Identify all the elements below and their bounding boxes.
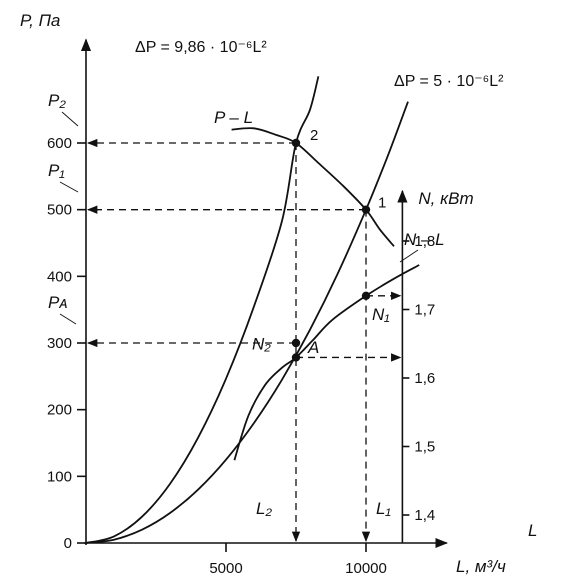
x-axis-title: L, м³/ч xyxy=(456,557,506,576)
curve-network-2 xyxy=(85,101,409,544)
curve-fan-pressure xyxy=(231,127,395,247)
y-right-tick-label: 1,6 xyxy=(414,370,435,387)
leader-p1 xyxy=(59,181,79,193)
y-left-tick-label: 100 xyxy=(47,468,72,485)
annotation-pa: Pᴀ xyxy=(48,293,68,312)
y-left-tick-label: 200 xyxy=(47,402,72,419)
x-tick-label: 5000 xyxy=(209,560,242,577)
y-left-tick-label: 400 xyxy=(47,268,72,285)
y-left-tick-label: 300 xyxy=(47,335,72,352)
curve-group xyxy=(85,76,420,544)
y-left-tick-label: 0 xyxy=(64,535,72,552)
y-right-tick-label: 1,5 xyxy=(414,439,435,456)
point-N₁ xyxy=(361,291,371,300)
annotation-p2: P₂ xyxy=(48,91,66,110)
annotation-p1: P₁ xyxy=(48,161,65,180)
y-right-tick-label: 1,8 xyxy=(414,233,435,250)
point-label: N₂ xyxy=(252,334,271,353)
point-label: 2 xyxy=(310,127,318,144)
series-label-fan-pressure: P – L xyxy=(214,108,253,127)
leader-pa xyxy=(59,313,77,325)
series-label-fan-power: N – L xyxy=(404,230,445,249)
point-label: 1 xyxy=(378,195,386,212)
curve-fan-power xyxy=(233,264,420,461)
leader-fan-power xyxy=(399,249,419,263)
series-label-network-1: ΔP = 9,86 · 10⁻⁶L² xyxy=(135,39,267,56)
point-A xyxy=(291,338,301,348)
y-left-tick-label: 600 xyxy=(47,135,72,152)
y-axis-left-title: P, Па xyxy=(20,11,60,30)
y-left-tick-label: 500 xyxy=(47,202,72,219)
point-N₂ xyxy=(291,353,301,362)
annotation-l2: L₂ xyxy=(256,499,272,518)
series-label-network-2: ΔP = 5 · 10⁻⁶L² xyxy=(394,73,504,90)
annotation-l1: L₁ xyxy=(376,499,391,518)
point-label: A xyxy=(307,338,319,357)
projection-lines xyxy=(86,138,402,543)
leader-p2 xyxy=(61,111,79,127)
point-1 xyxy=(361,205,371,214)
point-2 xyxy=(291,138,301,148)
curve-network-1 xyxy=(85,76,320,544)
x-tick-label: 10000 xyxy=(345,560,387,577)
y-right-tick-label: 1,4 xyxy=(414,507,435,524)
y-axis-right-title: N, кВт xyxy=(418,189,473,208)
y-right-tick-label: 1,7 xyxy=(414,302,435,319)
point-group: 1 2 A N₁ N₂ xyxy=(252,127,390,362)
tick-group: 0 100 200 300 400 500 600 5000 10000 1,4 1,5 1,6 1,7… xyxy=(47,135,435,577)
point-label: N₁ xyxy=(372,305,390,324)
x-axis-end-label: L xyxy=(528,521,537,540)
